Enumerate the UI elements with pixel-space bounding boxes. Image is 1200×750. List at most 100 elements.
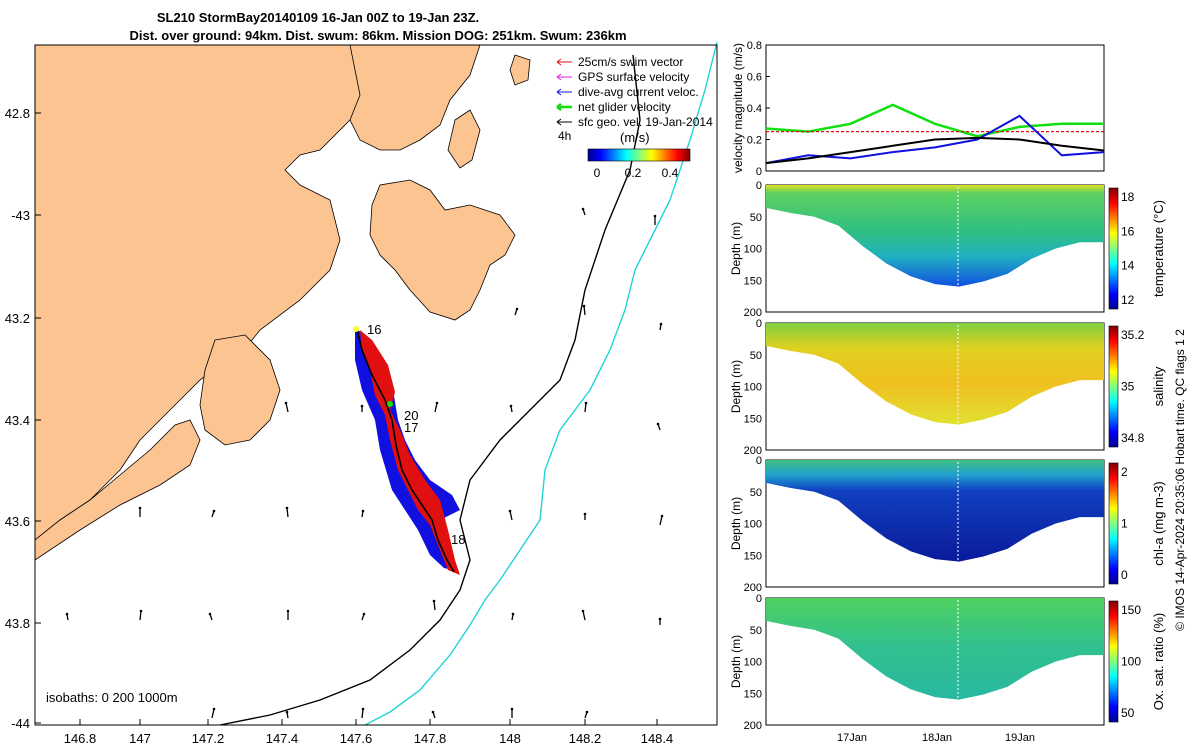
figure-subtitle: Dist. over ground: 94km. Dist. swum: 86k… [129, 28, 626, 43]
legend-label: GPS surface velocity [578, 70, 689, 84]
section-colorbar-tick: 1 [1121, 517, 1128, 531]
velocity-vector-head [658, 617, 662, 621]
legend-label: 25cm/s swim vector [578, 55, 683, 69]
velocity-vector-head [139, 609, 143, 613]
section-colorbar-tick: 0 [1121, 568, 1128, 582]
surface-velocity-vectors [65, 207, 664, 719]
map-x-tick-label: 146.8 [64, 731, 97, 746]
section-y-tick-label: 50 [750, 350, 762, 362]
legend-arrowhead [556, 103, 562, 111]
section-y-tick-label: 0 [756, 593, 762, 605]
velocity-y-tick-label: 0.4 [747, 103, 762, 115]
velocity-vector-head [659, 322, 663, 326]
velocity-vector-head [432, 599, 436, 603]
map-y-tick-label: -43 [11, 208, 30, 223]
section-colorbar-label: salinity [1151, 366, 1166, 406]
map-x-ticks: 146.8 147 147.2 147.4 147.6 147.8 148 148.2 148.… [64, 719, 673, 746]
velocity-vector-head [581, 207, 585, 211]
section-ylabel: Depth (m) [729, 222, 743, 275]
section-y-tick-label: 50 [750, 625, 762, 637]
velocity-vector-head [583, 512, 587, 516]
velocity-vector-head [285, 506, 289, 510]
day-label-20: 20 [404, 408, 418, 423]
track-line [356, 329, 455, 573]
isobath-1000 [364, 41, 718, 726]
section-y-tick-label: 0 [756, 455, 762, 467]
section-colorbar-tick: 150 [1121, 603, 1141, 617]
map-x-tick-label: 147.6 [340, 731, 373, 746]
section-y-tick-label: 200 [744, 307, 762, 319]
velocity-panel: 0 0.2 0.4 0.6 0.8 velocity magnitude (m/s) [731, 40, 1105, 178]
velocity-y-ticks: 0 0.2 0.4 0.6 0.8 [747, 40, 770, 178]
section-colorbar-tick: 50 [1121, 706, 1135, 720]
velocity-vector-head [584, 401, 588, 405]
section-panel: 0 50 100 150 200 Depth (m) 34.8 35 35.2 salinity [729, 318, 1166, 457]
track-swim-swath [360, 330, 460, 575]
velocity-y-tick-label: 0.2 [747, 135, 762, 147]
velocity-vector [584, 402, 587, 413]
colorbar-tick-0: 0 [594, 166, 601, 180]
velocity-vector-head [582, 304, 586, 308]
velocity-vector-head [510, 707, 514, 711]
section-y-tick-label: 200 [744, 445, 762, 457]
isobaths-label: isobaths: 0 200 1000m [46, 690, 178, 705]
section-y-tick-label: 50 [750, 212, 762, 224]
section-data-fill [766, 598, 1104, 700]
velocity-vector [361, 708, 364, 719]
velocity-vector-head [585, 710, 589, 714]
section-y-tick-label: 100 [744, 244, 762, 256]
velocity-vector [659, 515, 663, 526]
velocity-vector-head [212, 707, 216, 711]
section-panel: 0 50 100 150 200 Depth (m) 0 1 2 chl-a (mg m-3) [729, 455, 1166, 594]
map-y-tick-label: 42.8 [5, 106, 30, 121]
velocity-vector-head [212, 509, 216, 513]
section-data-fill [766, 185, 1104, 287]
section-y-tick-label: 150 [744, 688, 762, 700]
map-land [35, 45, 531, 561]
velocity-vector [583, 305, 586, 316]
map-x-tick-label: 147.2 [192, 731, 225, 746]
velocity-vector-head [362, 612, 366, 616]
section-colorbar-label: temperature (°C) [1151, 200, 1166, 297]
section-colorbar-tick: 12 [1121, 293, 1135, 307]
velocity-axes [765, 44, 1105, 172]
velocity-vector-head [361, 509, 365, 513]
velocity-vector [582, 610, 586, 621]
velocity-vector-head [509, 404, 513, 408]
velocity-y-tick-label: 0.6 [747, 72, 762, 84]
velocity-vector-head [660, 514, 664, 518]
legend-arrowhead [556, 58, 562, 66]
velocity-vector-head [431, 710, 435, 714]
section-panel: 0 50 100 150 200 Depth (m) 12 14 16 18 temperature… [729, 180, 1166, 319]
velocity-vector-head [511, 612, 515, 616]
map-y-tick-label: 43.2 [5, 311, 30, 326]
section-y-tick-label: 0 [756, 180, 762, 192]
section-ylabel: Depth (m) [729, 635, 743, 688]
section-colorbar [1108, 325, 1119, 448]
legend-label: sfc geo. vel. 19-Jan-2014 [578, 115, 713, 129]
track-start-marker [353, 326, 359, 332]
map-y-ticks: 42.8 -43 43.2 43.4 43.6 43.8 -44 [5, 106, 41, 731]
section-colorbar [1108, 600, 1119, 723]
velocity-vector-head [508, 509, 512, 513]
map-x-tick-label: 147.4 [266, 731, 299, 746]
section-data-fill [766, 323, 1104, 425]
section-ylabel: Depth (m) [729, 360, 743, 413]
velocity-vector-head [138, 506, 142, 510]
velocity-vector-head [435, 401, 439, 405]
velocity-vector-head [361, 707, 365, 711]
section-y-tick-label: 100 [744, 382, 762, 394]
section-colorbar-tick: 34.8 [1121, 431, 1145, 445]
velocity-vector [509, 510, 513, 521]
footer-stamp: © IMOS 14-Apr-2024 20:35:06 Hobart time.… [1173, 329, 1187, 631]
section-y-tick-label: 200 [744, 582, 762, 594]
map-y-tick-label: -44 [11, 716, 30, 731]
velocity-vector-head [360, 404, 364, 408]
x-tick-17jan: 17Jan [837, 732, 867, 744]
map-frame [34, 44, 718, 726]
map-x-tick-label: 148 [499, 731, 521, 746]
x-tick-19jan: 19Jan [1005, 732, 1035, 744]
section-y-tick-label: 100 [744, 657, 762, 669]
